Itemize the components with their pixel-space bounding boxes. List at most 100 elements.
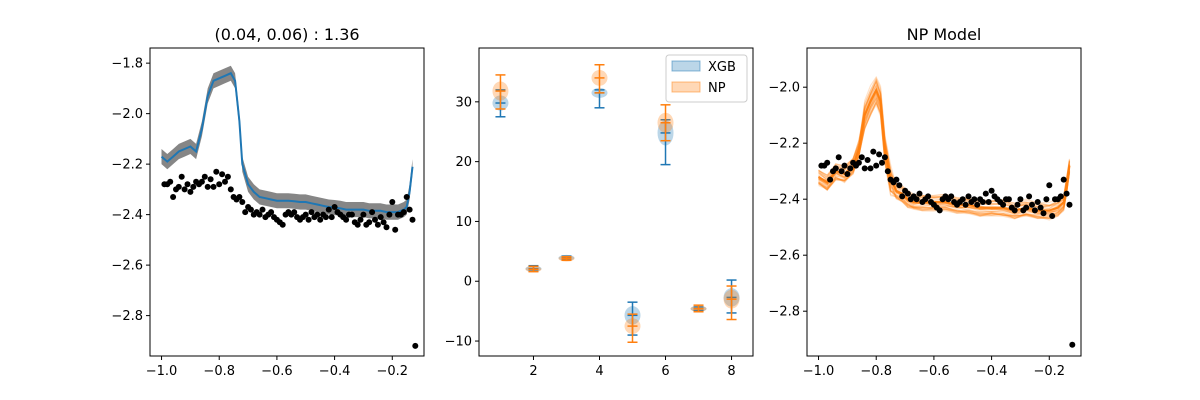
data-point [360, 211, 367, 218]
data-point [374, 221, 381, 228]
left-plot-area [160, 65, 419, 349]
data-point [412, 342, 419, 349]
data-point [357, 216, 364, 223]
middle-y-ticks: −10 0 10 20 30 [445, 95, 479, 350]
data-point [279, 221, 286, 228]
data-point [302, 211, 309, 218]
x-tick-label: −0.8 [203, 364, 235, 379]
data-point [372, 216, 378, 223]
data-point [1049, 213, 1056, 219]
data-point [224, 173, 231, 180]
data-point [343, 216, 350, 223]
right-x-ticks: −1.0 −0.8 −0.6 −0.4 −0.2 [803, 356, 1065, 379]
data-point [1000, 201, 1007, 208]
left-panel-title: (0.04, 0.06) : 1.36 [214, 25, 359, 44]
data-point [348, 211, 355, 218]
data-point [916, 190, 923, 197]
data-point [1040, 210, 1047, 217]
x-tick-label: −0.6 [918, 364, 950, 379]
data-point [317, 216, 324, 223]
y-tick-label: 20 [455, 155, 472, 170]
data-point [855, 159, 862, 166]
data-point [389, 199, 396, 205]
np-sample-line [818, 102, 1071, 218]
np-sample-line [818, 99, 1071, 219]
data-point [936, 207, 943, 214]
middle-axes-frame [478, 47, 754, 357]
data-point [948, 193, 955, 200]
data-point [899, 193, 906, 200]
x-tick-label: −0.4 [319, 364, 351, 379]
middle-x-ticks: 2 4 6 8 [529, 356, 736, 379]
y-tick-label: −10 [445, 335, 472, 350]
data-point [354, 221, 361, 228]
data-point [1057, 193, 1064, 200]
legend-label-xgb: XGB [708, 60, 736, 75]
data-point [870, 148, 877, 155]
right-y-ticks: −2.8 −2.6 −2.4 −2.2 −2.0 [768, 81, 807, 320]
data-point [291, 209, 298, 216]
data-point [824, 159, 831, 166]
x-tick-label: −0.6 [261, 364, 293, 379]
data-point [1060, 176, 1067, 183]
data-point [925, 193, 932, 200]
data-point [1029, 201, 1035, 208]
data-point [325, 206, 332, 213]
data-point [858, 154, 865, 161]
x-tick-label: −0.2 [1033, 364, 1065, 379]
data-point [881, 154, 888, 161]
data-point [227, 186, 234, 193]
data-point [392, 226, 399, 233]
data-point [985, 199, 992, 205]
y-tick-label: 30 [455, 95, 472, 110]
data-point [239, 199, 246, 205]
y-tick-label: −2.8 [111, 309, 143, 324]
x-tick-label: 6 [661, 364, 669, 379]
data-point [1063, 190, 1070, 197]
x-tick-label: 4 [595, 364, 603, 379]
left-y-ticks: −2.8 −2.6 −2.4 −2.2 −2.0 −1.8 [111, 57, 150, 324]
data-point [1046, 182, 1053, 189]
data-point [184, 181, 191, 188]
data-point [369, 209, 376, 216]
x-tick-label: −0.8 [860, 364, 892, 379]
data-point [236, 194, 243, 200]
data-point [861, 165, 868, 172]
x-tick-label: −1.0 [146, 364, 178, 379]
data-point [1034, 199, 1041, 205]
data-point [832, 165, 839, 172]
data-point [962, 201, 969, 208]
np-sample-line [818, 100, 1071, 219]
y-tick-label: 10 [455, 215, 472, 230]
data-point [1037, 204, 1044, 211]
data-point [847, 165, 854, 172]
y-tick-label: −2.2 [768, 137, 800, 152]
left-axes-frame [149, 47, 425, 357]
data-point [187, 188, 194, 195]
data-point [1017, 196, 1024, 203]
data-point [210, 183, 217, 190]
legend: XGB NP [665, 54, 748, 103]
data-point [841, 162, 848, 169]
legend-swatch-xgb [671, 60, 701, 72]
data-point [181, 186, 188, 193]
data-point [331, 204, 338, 210]
legend-swatch-np [671, 81, 701, 93]
x-tick-label: 8 [727, 364, 735, 379]
legend-label-np: NP [708, 81, 726, 96]
data-point [322, 214, 329, 221]
y-tick-label: −2.2 [111, 158, 143, 173]
np-sample-line [818, 91, 1071, 220]
np-sample-line [818, 97, 1071, 220]
middle-plot-area [492, 63, 740, 343]
data-point [380, 219, 387, 226]
data-point [896, 182, 903, 189]
data-point [175, 183, 182, 190]
data-point [204, 183, 211, 190]
data-point [1011, 207, 1018, 214]
data-point [867, 165, 874, 172]
data-point [403, 194, 410, 200]
data-point [838, 168, 845, 175]
data-point [308, 209, 315, 216]
middle-panel: 2 4 6 8 −10 0 10 20 30 XGB NP [445, 47, 754, 379]
